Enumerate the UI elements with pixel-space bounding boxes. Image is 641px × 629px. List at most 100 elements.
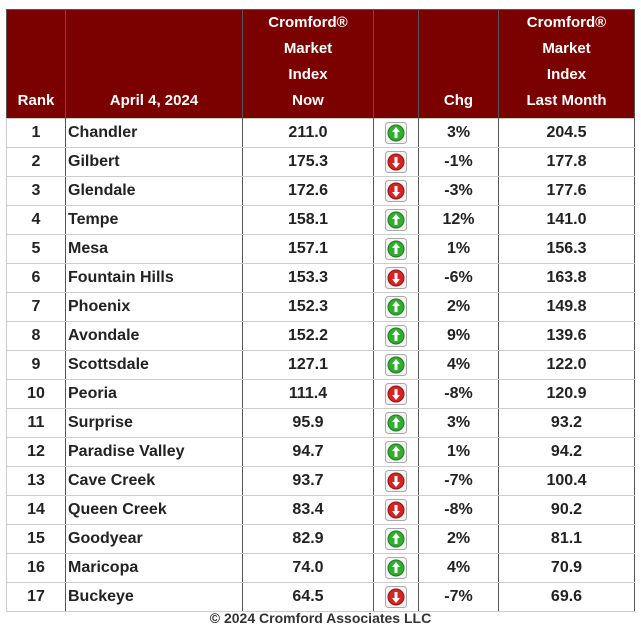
down-arrow-icon xyxy=(385,151,407,173)
change-cell: 2% xyxy=(418,292,499,322)
index-last-month-cell: 156.3 xyxy=(498,234,635,264)
table-row: 10 Peoria 111.4 -8% 120.9 xyxy=(6,379,635,409)
down-arrow-icon xyxy=(385,470,407,492)
table-row: 12 Paradise Valley 94.7 1% 94.2 xyxy=(6,437,635,467)
rank-cell: 16 xyxy=(6,553,66,583)
up-arrow-icon xyxy=(385,354,407,376)
trend-cell xyxy=(373,205,419,235)
header-line: Last Month xyxy=(526,92,607,109)
column-header: Cromford® Market Index Last Month xyxy=(498,9,635,119)
change-cell: 9% xyxy=(418,321,499,351)
rank-cell: 17 xyxy=(6,582,66,612)
table-row: 2 Gilbert 175.3 -1% 177.8 xyxy=(6,147,635,177)
city-cell: Goodyear xyxy=(65,524,243,554)
header-line: Now xyxy=(292,92,324,109)
table-row: 4 Tempe 158.1 12% 141.0 xyxy=(6,205,635,235)
down-arrow-icon xyxy=(385,499,407,521)
index-now-cell: 64.5 xyxy=(242,582,374,612)
index-last-month-cell: 81.1 xyxy=(498,524,635,554)
up-arrow-icon xyxy=(385,441,407,463)
rank-cell: 15 xyxy=(6,524,66,554)
index-now-cell: 152.3 xyxy=(242,292,374,322)
up-arrow-icon xyxy=(385,209,407,231)
index-now-cell: 211.0 xyxy=(242,118,374,148)
table-row: 14 Queen Creek 83.4 -8% 90.2 xyxy=(6,495,635,525)
table-body: 1 Chandler 211.0 3% 204.5 2 Gilbert 175.3 -1% 1… xyxy=(6,118,635,612)
rank-cell: 6 xyxy=(6,263,66,293)
change-cell: 1% xyxy=(418,437,499,467)
index-now-cell: 83.4 xyxy=(242,495,374,525)
city-cell: Glendale xyxy=(65,176,243,206)
change-cell: 2% xyxy=(418,524,499,554)
trend-cell xyxy=(373,582,419,612)
trend-cell xyxy=(373,466,419,496)
trend-cell xyxy=(373,263,419,293)
index-last-month-cell: 149.8 xyxy=(498,292,635,322)
table-row: 13 Cave Creek 93.7 -7% 100.4 xyxy=(6,466,635,496)
index-now-cell: 74.0 xyxy=(242,553,374,583)
rank-cell: 10 xyxy=(6,379,66,409)
city-cell: Avondale xyxy=(65,321,243,351)
change-cell: 1% xyxy=(418,234,499,264)
index-last-month-cell: 94.2 xyxy=(498,437,635,467)
change-cell: -7% xyxy=(418,582,499,612)
city-cell: Maricopa xyxy=(65,553,243,583)
city-cell: Queen Creek xyxy=(65,495,243,525)
header-line: Market xyxy=(542,40,591,57)
rank-cell: 4 xyxy=(6,205,66,235)
trend-cell xyxy=(373,437,419,467)
change-cell: 3% xyxy=(418,118,499,148)
index-now-cell: 82.9 xyxy=(242,524,374,554)
up-arrow-icon xyxy=(385,528,407,550)
index-last-month-cell: 100.4 xyxy=(498,466,635,496)
table-row: 8 Avondale 152.2 9% 139.6 xyxy=(6,321,635,351)
table-row: 11 Surprise 95.9 3% 93.2 xyxy=(6,408,635,438)
index-now-cell: 157.1 xyxy=(242,234,374,264)
change-cell: 12% xyxy=(418,205,499,235)
index-last-month-cell: 139.6 xyxy=(498,321,635,351)
column-header: April 4, 2024 xyxy=(65,9,243,119)
city-cell: Mesa xyxy=(65,234,243,264)
rank-cell: 14 xyxy=(6,495,66,525)
change-cell: -3% xyxy=(418,176,499,206)
trend-cell xyxy=(373,292,419,322)
table-row: 17 Buckeye 64.5 -7% 69.6 xyxy=(6,582,635,612)
city-cell: Gilbert xyxy=(65,147,243,177)
city-cell: Cave Creek xyxy=(65,466,243,496)
index-now-cell: 127.1 xyxy=(242,350,374,380)
table-row: 5 Mesa 157.1 1% 156.3 xyxy=(6,234,635,264)
index-last-month-cell: 120.9 xyxy=(498,379,635,409)
up-arrow-icon xyxy=(385,296,407,318)
down-arrow-icon xyxy=(385,586,407,608)
table-row: 1 Chandler 211.0 3% 204.5 xyxy=(6,118,635,148)
trend-cell xyxy=(373,147,419,177)
column-header xyxy=(373,9,419,119)
rank-cell: 5 xyxy=(6,234,66,264)
trend-cell xyxy=(373,176,419,206)
rank-cell: 12 xyxy=(6,437,66,467)
index-now-cell: 153.3 xyxy=(242,263,374,293)
index-last-month-cell: 141.0 xyxy=(498,205,635,235)
table-row: 16 Maricopa 74.0 4% 70.9 xyxy=(6,553,635,583)
trend-cell xyxy=(373,524,419,554)
change-cell: 3% xyxy=(418,408,499,438)
table-row: 7 Phoenix 152.3 2% 149.8 xyxy=(6,292,635,322)
trend-cell xyxy=(373,321,419,351)
header-line: April 4, 2024 xyxy=(109,92,199,109)
trend-cell xyxy=(373,350,419,380)
trend-cell xyxy=(373,118,419,148)
index-last-month-cell: 93.2 xyxy=(498,408,635,438)
change-cell: -1% xyxy=(418,147,499,177)
change-cell: -8% xyxy=(418,495,499,525)
index-now-cell: 175.3 xyxy=(242,147,374,177)
footer: © 2024 Cromford Associates LLC xyxy=(209,610,432,626)
index-now-cell: 93.7 xyxy=(242,466,374,496)
rank-cell: 3 xyxy=(6,176,66,206)
city-cell: Phoenix xyxy=(65,292,243,322)
table-row: 3 Glendale 172.6 -3% 177.6 xyxy=(6,176,635,206)
index-now-cell: 152.2 xyxy=(242,321,374,351)
table-row: 9 Scottsdale 127.1 4% 122.0 xyxy=(6,350,635,380)
change-cell: -8% xyxy=(418,379,499,409)
trend-cell xyxy=(373,408,419,438)
